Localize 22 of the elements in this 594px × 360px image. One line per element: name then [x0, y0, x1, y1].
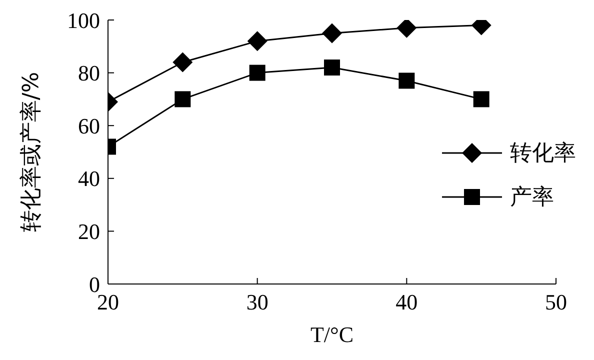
legend-label: 产率 [510, 184, 554, 212]
y-tick-label: 100 [67, 8, 100, 33]
point [398, 72, 415, 89]
legend-label: 转化率 [510, 140, 576, 168]
y-tick-label: 20 [78, 219, 100, 244]
point [174, 91, 191, 108]
point [473, 91, 490, 108]
y-tick-label: 80 [78, 60, 100, 86]
y-tick-label: 60 [78, 113, 100, 138]
x-axis-title: T/°C [310, 322, 354, 347]
y-tick-label: 0 [89, 272, 100, 297]
y-tick-label: 40 [78, 166, 100, 192]
x-tick-label: 20 [97, 290, 119, 315]
x-tick-label: 50 [545, 290, 567, 315]
point [172, 52, 193, 72]
point [322, 23, 342, 44]
point [324, 60, 340, 76]
x-tick-label: 30 [246, 290, 268, 315]
y-axis-title: 转化率或产率/% [18, 72, 44, 232]
point [247, 31, 268, 52]
point [249, 64, 266, 81]
x-tick-label: 40 [396, 290, 418, 315]
